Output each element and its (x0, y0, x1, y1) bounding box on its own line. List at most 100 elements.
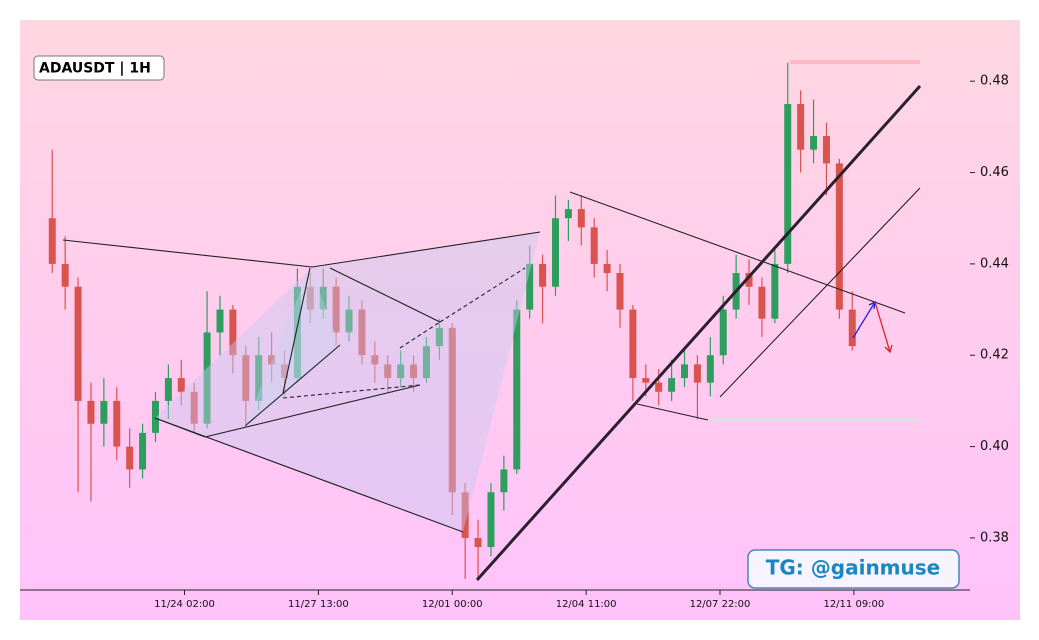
x-tick-label: 11/24 02:00 (154, 599, 215, 610)
candle-body (268, 355, 276, 365)
candle-body (281, 364, 289, 379)
candle-body (655, 382, 663, 392)
candle-body (358, 309, 366, 356)
candle-body (242, 355, 250, 401)
candle-body (151, 400, 159, 433)
pattern-fill (155, 232, 540, 532)
x-tick-label: 11/27 13:00 (288, 599, 349, 610)
candle-body (216, 309, 224, 333)
candle-body (48, 218, 56, 264)
candle-body (384, 364, 392, 379)
main-trend-line (475, 84, 922, 582)
candle-body (784, 104, 792, 264)
chart-title: ADAUSDT | 1H (39, 61, 151, 77)
channel-line (719, 187, 921, 398)
candle-body (345, 309, 353, 333)
candle-body (255, 355, 263, 401)
pattern-line (282, 384, 421, 399)
candle-body (848, 309, 856, 347)
candle-body (771, 263, 779, 319)
candle-body (139, 432, 147, 470)
y-tick-label: 0.46 (980, 165, 1009, 180)
x-tick-label: 12/04 11:00 (556, 599, 617, 610)
candle-body (758, 286, 766, 319)
pattern-line (204, 384, 421, 438)
trend-line (569, 191, 906, 314)
candle-body (74, 286, 82, 401)
candle-body (693, 364, 701, 383)
candle-body (410, 364, 418, 379)
x-tick-label: 12/07 22:00 (690, 599, 751, 610)
pattern-line (311, 231, 541, 268)
candle-body (810, 136, 818, 150)
candle-body (126, 446, 134, 470)
candle-body (797, 104, 805, 150)
x-tick-label: 12/01 00:00 (422, 599, 483, 610)
candle-body (745, 273, 753, 287)
pattern-line (282, 267, 311, 394)
title-box (33, 55, 165, 81)
candle-body (551, 218, 559, 287)
watermark-box (747, 549, 960, 589)
pattern-line (399, 321, 441, 349)
candle-body (332, 286, 340, 333)
candle-body (203, 332, 211, 424)
candles (48, 62, 856, 580)
candle-body (87, 400, 95, 424)
candle-body (190, 391, 198, 424)
candle-body (113, 400, 121, 447)
pattern-line (154, 417, 206, 438)
pattern-line (439, 267, 526, 323)
bullish-arrow (852, 301, 876, 339)
candle-body (526, 263, 534, 310)
y-tick-label: 0.40 (980, 439, 1009, 454)
candle-body (822, 136, 830, 164)
candle-body (642, 378, 650, 383)
candle-body (719, 309, 727, 356)
candle-body (100, 400, 108, 424)
candle-body (422, 346, 430, 379)
candle-body (487, 492, 495, 548)
candle-body (616, 273, 624, 310)
y-tick-label: 0.38 (980, 530, 1009, 545)
candle-body (539, 263, 547, 287)
candle-body (61, 263, 69, 287)
candle-body (435, 327, 443, 347)
candle-body (461, 492, 469, 538)
candle-body (448, 327, 456, 493)
candle-body (397, 364, 405, 379)
candle-body (681, 364, 689, 379)
candle-body (629, 309, 637, 379)
pattern-line (329, 267, 441, 323)
candle-body (306, 286, 314, 310)
candle-body (706, 355, 714, 383)
arrow-head (884, 344, 893, 354)
x-tick-label: 12/11 09:00 (823, 599, 884, 610)
candle-body (293, 286, 301, 379)
y-tick-label: 0.44 (980, 256, 1009, 271)
candle-body (164, 378, 172, 401)
candle-body (668, 378, 676, 392)
candle-body (177, 378, 185, 392)
candle-body (229, 309, 237, 356)
pattern-drawings (62, 60, 922, 582)
trend-line (636, 403, 709, 421)
candle-body (603, 263, 611, 274)
pattern-line (244, 344, 341, 427)
candle-body (564, 209, 572, 219)
watermark: TG: @gainmuse (766, 556, 940, 580)
bearish-arrow (874, 301, 891, 353)
candle-body (835, 163, 843, 310)
candle-body (577, 209, 585, 228)
candle-body (590, 227, 598, 264)
candle-body (500, 469, 508, 493)
y-tick-label: 0.42 (980, 348, 1009, 363)
candle-body (319, 286, 327, 310)
pattern-line (62, 239, 313, 268)
candle-body (513, 309, 521, 470)
candle-body (474, 537, 482, 548)
candle-body (371, 355, 379, 365)
y-tick-label: 0.48 (980, 74, 1009, 89)
